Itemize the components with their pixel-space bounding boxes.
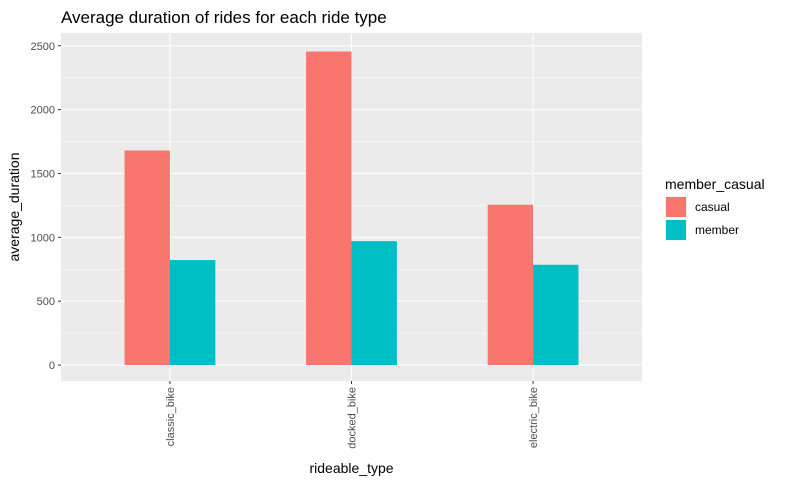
legend-title: member_casual <box>665 176 765 192</box>
bar-casual-classic_bike <box>124 150 170 366</box>
y-tick-label: 500 <box>37 296 55 308</box>
bar-casual-docked_bike <box>306 51 352 366</box>
x-tick-label: classic_bike <box>165 387 177 446</box>
x-tick-label: electric_bike <box>528 387 540 448</box>
y-tick-label: 0 <box>49 360 55 372</box>
y-axis: 0 500 1000 1500 2000 2500 <box>31 41 61 372</box>
legend-key-casual <box>666 197 686 217</box>
y-axis-title: average_duration <box>6 153 22 262</box>
chart-title: Average duration of rides for each ride … <box>61 8 387 27</box>
y-tick-label: 2500 <box>31 41 55 53</box>
bar-casual-electric_bike <box>487 204 534 366</box>
bar-member-classic_bike <box>169 260 216 366</box>
bars <box>124 51 579 366</box>
legend-label-casual: casual <box>695 200 730 214</box>
y-tick-label: 1000 <box>31 232 55 244</box>
legend-label-member: member <box>695 223 739 237</box>
legend-key-member <box>666 220 686 240</box>
x-axis-title: rideable_type <box>309 460 393 476</box>
y-tick-label: 1500 <box>31 168 55 180</box>
x-axis: classic_bike docked_bike electric_bike <box>165 381 540 449</box>
bar-member-docked_bike <box>351 241 397 366</box>
bar-member-electric_bike <box>533 264 579 366</box>
x-tick-label: docked_bike <box>347 387 359 449</box>
legend: member_casual casual member <box>665 176 765 241</box>
y-tick-label: 2000 <box>31 105 55 117</box>
